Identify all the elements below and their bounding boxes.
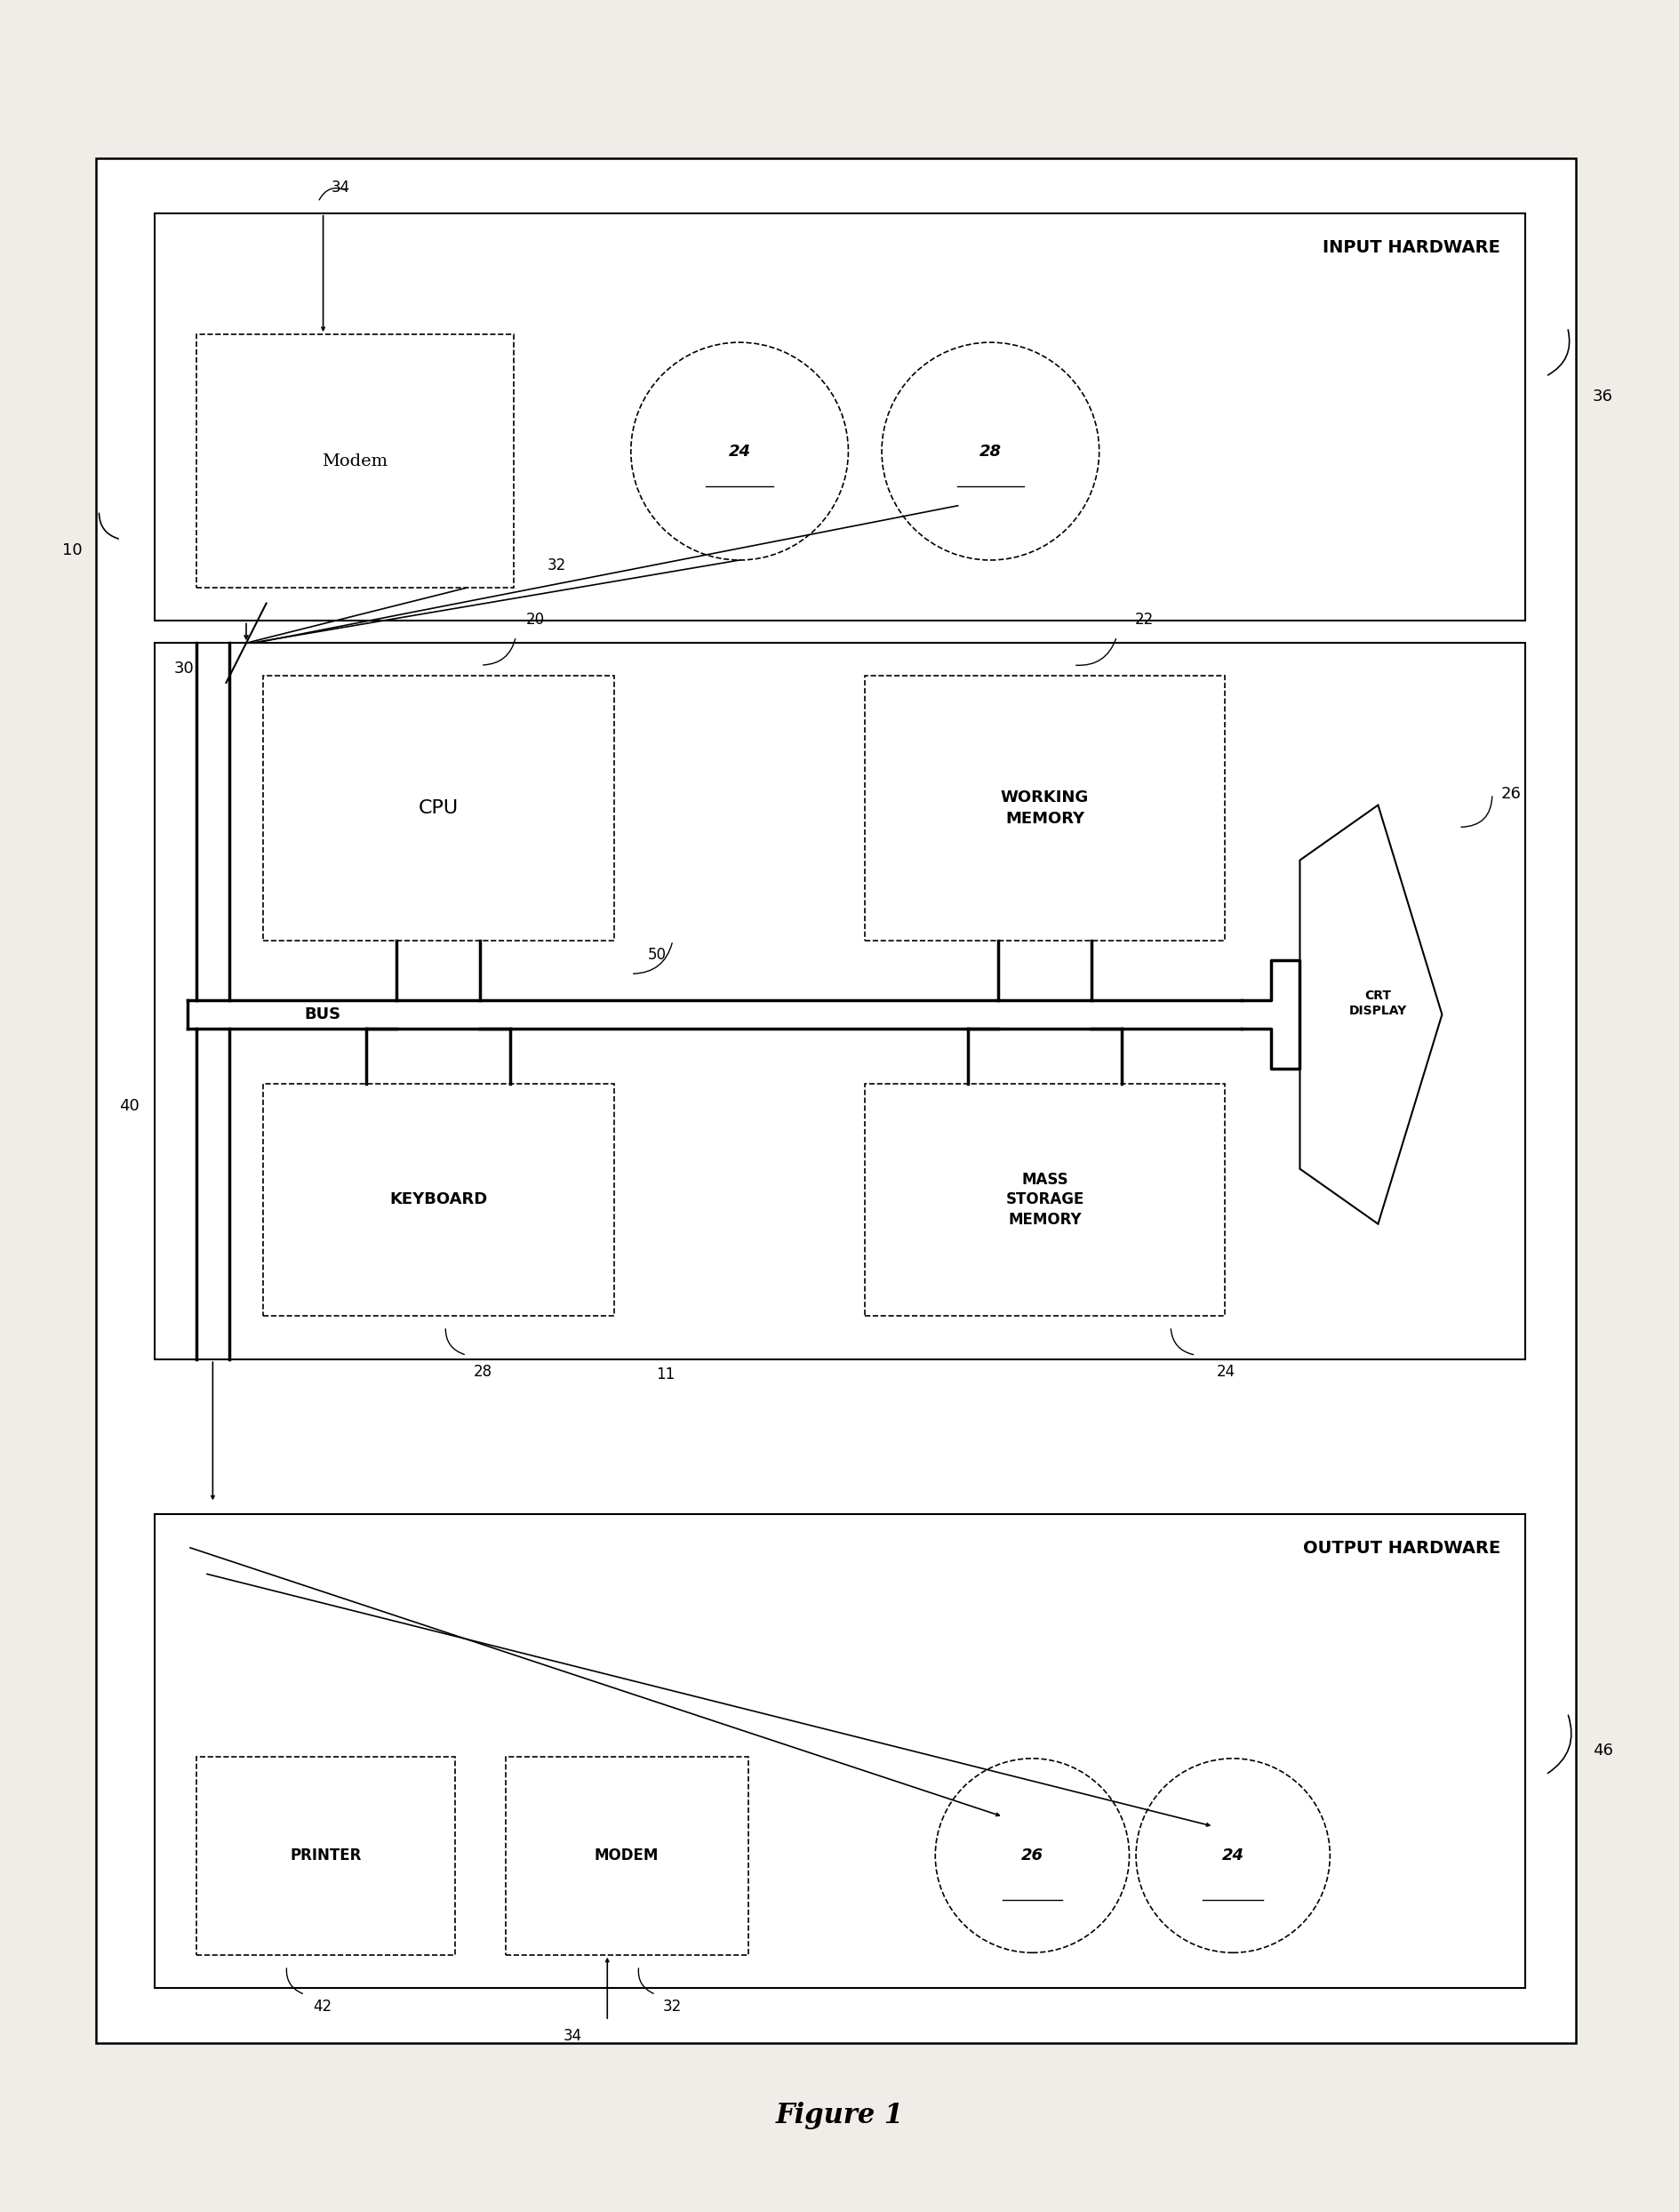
Bar: [154, 1513, 1525, 1989]
Text: MASS
STORAGE
MEMORY: MASS STORAGE MEMORY: [1006, 1172, 1083, 1228]
Text: PRINTER: PRINTER: [290, 1847, 361, 1863]
Bar: [264, 1084, 615, 1316]
Text: 22: 22: [1133, 611, 1153, 628]
Text: WORKING
MEMORY: WORKING MEMORY: [1001, 790, 1088, 827]
Bar: [154, 644, 1525, 1360]
Bar: [96, 157, 1575, 2044]
Text: 10: 10: [62, 542, 82, 557]
Text: 28: 28: [979, 442, 1001, 460]
Text: KEYBOARD: KEYBOARD: [390, 1192, 487, 1208]
Ellipse shape: [881, 343, 1098, 560]
Text: 30: 30: [175, 661, 195, 677]
Bar: [264, 677, 615, 940]
Bar: [865, 677, 1224, 940]
Text: 24: 24: [1216, 1365, 1234, 1380]
Text: Modem: Modem: [322, 453, 388, 469]
Text: MODEM: MODEM: [594, 1847, 658, 1863]
Ellipse shape: [1135, 1759, 1330, 1953]
Text: BUS: BUS: [304, 1006, 341, 1022]
Text: 11: 11: [655, 1367, 675, 1382]
Text: INPUT HARDWARE: INPUT HARDWARE: [1323, 239, 1499, 257]
Text: 28: 28: [473, 1365, 492, 1380]
Text: 34: 34: [331, 179, 351, 195]
Bar: [196, 334, 514, 588]
Text: CRT
DISPLAY: CRT DISPLAY: [1348, 989, 1407, 1018]
Text: 32: 32: [547, 557, 566, 573]
Text: 36: 36: [1592, 389, 1612, 405]
Text: 50: 50: [648, 947, 667, 962]
Text: 26: 26: [1499, 785, 1519, 803]
Polygon shape: [1300, 805, 1441, 1223]
Bar: [154, 212, 1525, 622]
Text: 20: 20: [526, 611, 546, 628]
Text: 34: 34: [562, 2028, 583, 2044]
Text: 24: 24: [1221, 1847, 1244, 1863]
Ellipse shape: [935, 1759, 1128, 1953]
Text: 26: 26: [1021, 1847, 1043, 1863]
Text: 24: 24: [729, 442, 751, 460]
Text: CPU: CPU: [418, 799, 458, 816]
Text: 46: 46: [1592, 1743, 1612, 1759]
Ellipse shape: [631, 343, 848, 560]
Text: 32: 32: [663, 2000, 682, 2015]
Text: 42: 42: [312, 2000, 331, 2015]
Bar: [865, 1084, 1224, 1316]
Bar: [196, 1756, 455, 1955]
Text: OUTPUT HARDWARE: OUTPUT HARDWARE: [1303, 1540, 1499, 1557]
Bar: [505, 1756, 747, 1955]
Text: 40: 40: [119, 1097, 139, 1115]
Text: Figure 1: Figure 1: [776, 2101, 903, 2130]
